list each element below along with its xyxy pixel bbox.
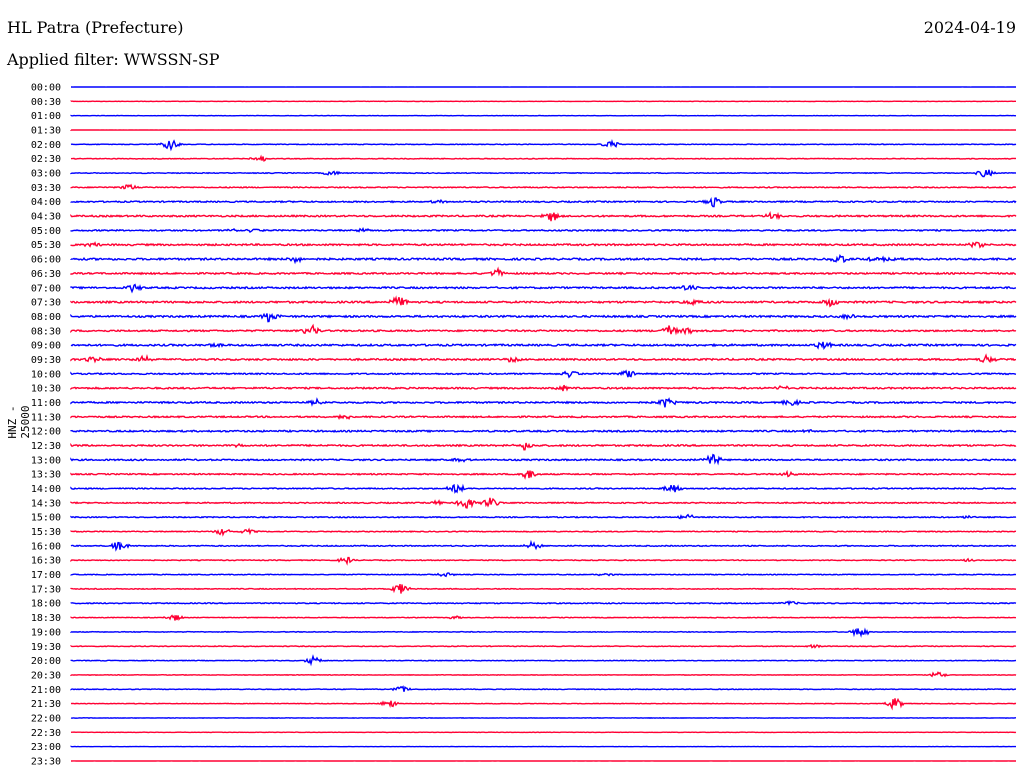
time-label: 05:30 [31, 240, 61, 251]
trace-line [70, 154, 1017, 162]
time-label: 21:00 [31, 685, 61, 696]
trace-line [70, 556, 1017, 566]
time-label: 06:30 [31, 269, 61, 280]
time-label: 19:00 [31, 627, 61, 638]
trace-line [70, 469, 1017, 480]
time-label: 00:30 [31, 97, 61, 108]
trace-line [70, 497, 1017, 509]
trace-line [70, 572, 1017, 578]
time-label: 10:00 [31, 369, 61, 380]
time-label: 18:30 [31, 613, 61, 624]
trace-line [70, 583, 1017, 594]
trace-line [70, 169, 1017, 178]
date-label: 2024-04-19 [923, 18, 1016, 37]
trace-line [70, 413, 1017, 421]
trace-line [70, 614, 1017, 621]
time-label: 12:30 [31, 441, 61, 452]
trace-line [70, 369, 1017, 379]
time-label: 22:00 [31, 713, 61, 724]
trace-line [70, 453, 1017, 466]
trace-line [70, 283, 1017, 294]
trace-line [70, 353, 1017, 364]
trace-line [70, 428, 1017, 434]
time-label: 16:00 [31, 541, 61, 552]
trace-line [70, 685, 1017, 692]
trace-line [70, 643, 1017, 649]
trace-line [70, 226, 1017, 233]
time-label: 09:00 [31, 341, 61, 352]
time-label: 19:30 [31, 642, 61, 653]
trace-line [70, 600, 1017, 606]
time-label: 14:00 [31, 484, 61, 495]
trace-line [70, 253, 1017, 265]
time-label: 20:00 [31, 656, 61, 667]
time-label: 14:30 [31, 498, 61, 509]
time-label: 02:30 [31, 154, 61, 165]
time-label: 15:30 [31, 527, 61, 538]
time-label: 13:30 [31, 470, 61, 481]
time-label: 04:00 [31, 197, 61, 208]
time-label: 08:30 [31, 326, 61, 337]
time-label: 13:00 [31, 455, 61, 466]
trace-line [70, 183, 1017, 190]
time-label: 03:00 [31, 169, 61, 180]
time-label: 06:00 [31, 255, 61, 266]
time-label: 03:30 [31, 183, 61, 194]
trace-line [70, 697, 1017, 711]
time-label: 01:00 [31, 111, 61, 122]
time-label: 17:00 [31, 570, 61, 581]
trace-line [70, 442, 1017, 451]
time-label: 18:00 [31, 599, 61, 610]
time-label: 15:00 [31, 513, 61, 524]
time-label: 12:00 [31, 427, 61, 438]
time-label: 08:00 [31, 312, 61, 323]
trace-line [70, 527, 1017, 537]
trace-line [70, 483, 1017, 494]
time-label: 04:30 [31, 212, 61, 223]
trace-line [70, 654, 1017, 667]
trace-line [70, 197, 1017, 208]
time-label: 07:30 [31, 298, 61, 309]
station-title: HL Patra (Prefecture) [7, 18, 184, 37]
time-label: 20:30 [31, 670, 61, 681]
trace-line [70, 627, 1017, 638]
filter-label: Applied filter: WWSSN-SP [7, 50, 220, 69]
trace-line [70, 312, 1017, 323]
time-label: 09:30 [31, 355, 61, 366]
time-label: 23:30 [31, 756, 61, 767]
trace-line [70, 323, 1017, 336]
trace-line [70, 295, 1017, 308]
trace-line [70, 138, 1017, 152]
time-label: 21:30 [31, 699, 61, 710]
time-label: 16:30 [31, 556, 61, 567]
time-label: 23:00 [31, 742, 61, 753]
time-label: 22:30 [31, 728, 61, 739]
trace-group [70, 86, 1017, 762]
trace-line [70, 397, 1017, 408]
trace-line [70, 341, 1017, 350]
time-label: 02:00 [31, 140, 61, 151]
time-label: 11:30 [31, 412, 61, 423]
trace-line [70, 384, 1017, 392]
time-label: 10:30 [31, 384, 61, 395]
time-label: 07:00 [31, 283, 61, 294]
time-label: 05:00 [31, 226, 61, 237]
trace-line [70, 241, 1017, 249]
trace-line [70, 513, 1017, 520]
time-label: 01:30 [31, 126, 61, 137]
trace-line [70, 211, 1017, 222]
trace-line [70, 671, 1017, 678]
time-label-group: 00:00 00:30 01:00 01:30 02:00 02:30 03:00 03:30… [31, 83, 61, 768]
time-label: 00:00 [31, 83, 61, 94]
trace-line [70, 716, 1016, 719]
time-label: 11:00 [31, 398, 61, 409]
trace-line [70, 266, 1016, 278]
trace-line [70, 539, 1017, 552]
time-label: 17:30 [31, 584, 61, 595]
